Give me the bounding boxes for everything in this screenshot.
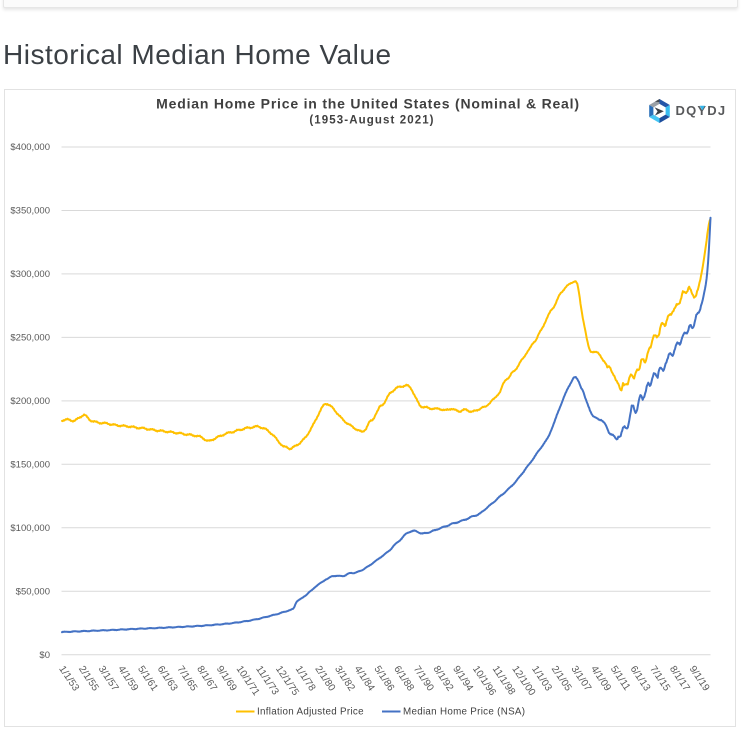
svg-text:$400,000: $400,000 xyxy=(10,142,50,153)
svg-text:Inflation Adjusted Price: Inflation Adjusted Price xyxy=(257,707,364,718)
svg-text:$100,000: $100,000 xyxy=(10,523,50,534)
svg-text:$150,000: $150,000 xyxy=(10,460,50,471)
svg-text:(1953-August 2021): (1953-August 2021) xyxy=(309,115,434,127)
svg-text:$50,000: $50,000 xyxy=(16,586,50,597)
svg-text:Median Home Price (NSA): Median Home Price (NSA) xyxy=(403,707,525,718)
svg-text:9/1/19: 9/1/19 xyxy=(687,664,712,694)
svg-text:$0: $0 xyxy=(39,650,50,661)
svg-text:$300,000: $300,000 xyxy=(10,269,50,280)
svg-text:$250,000: $250,000 xyxy=(10,333,50,344)
svg-text:Median Home Price in the Unite: Median Home Price in the United States (… xyxy=(156,96,580,112)
svg-text:DQYDJ: DQYDJ xyxy=(676,103,727,118)
svg-text:$200,000: $200,000 xyxy=(10,396,50,407)
svg-text:$350,000: $350,000 xyxy=(10,206,50,217)
